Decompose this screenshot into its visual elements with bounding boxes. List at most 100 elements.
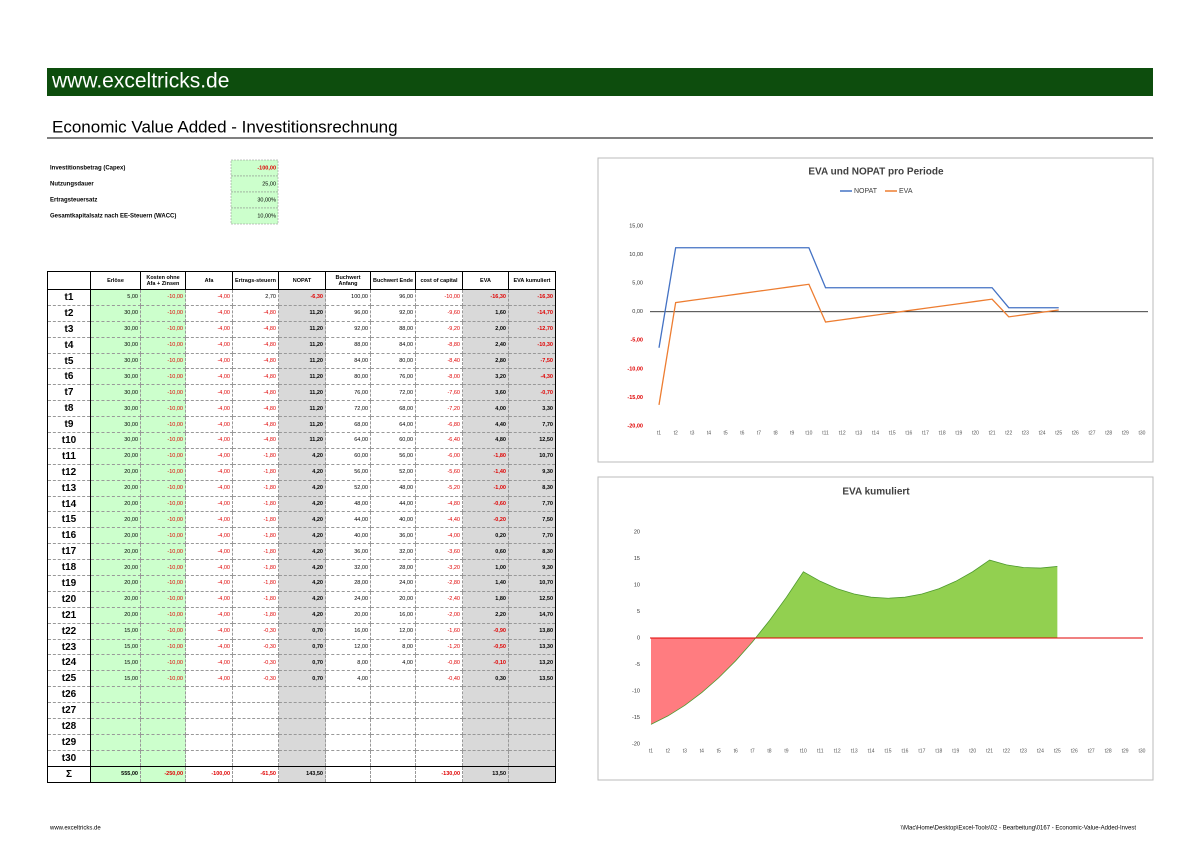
table-cell: -1,80 xyxy=(232,511,279,529)
table-cell: 4,00 xyxy=(370,654,416,672)
table-cell: -4,30 xyxy=(508,368,556,386)
table-cell: 92,00 xyxy=(370,304,416,322)
table-cell: -2,80 xyxy=(415,575,463,592)
table-cell: -4,00 xyxy=(185,479,233,497)
table-cell xyxy=(185,718,233,735)
table-cell: 60,00 xyxy=(325,447,371,465)
table-cell: 4,20 xyxy=(278,590,326,608)
table-cell: 15,00 xyxy=(90,654,141,672)
input-label: Nutzungsdauer xyxy=(50,182,94,188)
x-tick-label: t12 xyxy=(839,430,846,436)
y-tick-label: -20,00 xyxy=(627,423,643,429)
table-cell: 92,00 xyxy=(325,320,371,338)
table-cell: -1,80 xyxy=(232,543,279,561)
table-cell: 20,00 xyxy=(90,543,141,561)
period-cell: t23 xyxy=(47,638,91,656)
x-tick-label: t11 xyxy=(817,748,824,754)
table-cell: -10,00 xyxy=(140,336,186,354)
table-cell: -4,00 xyxy=(185,400,233,418)
table-cell xyxy=(325,749,371,767)
x-tick-label: t26 xyxy=(1072,430,1079,436)
table-cell: -4,80 xyxy=(415,495,463,513)
table-cell: -7,60 xyxy=(415,384,463,402)
table-cell: 8,30 xyxy=(508,543,556,561)
table-cell: -0,30 xyxy=(232,654,279,672)
x-tick-label: t23 xyxy=(1022,430,1029,436)
table-cell: -10,00 xyxy=(140,432,186,449)
table-cell: 13,80 xyxy=(508,622,556,640)
table-cell: 7,70 xyxy=(508,495,556,513)
x-tick-label: t3 xyxy=(690,430,694,436)
table-cell: 20,00 xyxy=(90,590,141,608)
table-cell: 7,70 xyxy=(508,416,556,434)
table-cell: -8,00 xyxy=(415,368,463,386)
input-box xyxy=(230,191,279,209)
input-value: 10,00% xyxy=(257,213,276,219)
table-cell xyxy=(462,702,509,720)
table-cell: 5,00 xyxy=(90,289,141,306)
x-tick-label: t10 xyxy=(800,748,807,754)
x-tick-label: t16 xyxy=(901,748,908,754)
table-cell: 96,00 xyxy=(325,304,371,322)
table-cell xyxy=(325,702,371,720)
table-cell: 15,00 xyxy=(90,622,141,640)
table-row: t5 30,00 -10,00 -4,00 -4,80 11,20 84,00 80,00 -8… xyxy=(47,352,556,370)
header-cell: Kosten ohne Afa + Zinsen xyxy=(140,271,186,290)
table-cell: -1,20 xyxy=(415,638,463,656)
table-cell xyxy=(415,702,463,720)
period-cell: t14 xyxy=(47,495,91,513)
table-row: t3 30,00 -10,00 -4,00 -4,80 11,20 92,00 88,00 -9… xyxy=(47,320,556,338)
table-cell: 9,30 xyxy=(508,463,556,481)
period-cell: t30 xyxy=(47,749,91,767)
table-cell: 4,20 xyxy=(278,479,326,497)
x-tick-label: t28 xyxy=(1105,748,1112,754)
table-row: t29 xyxy=(47,733,556,751)
table-cell: 2,00 xyxy=(462,320,509,338)
table-cell: 24,00 xyxy=(370,575,416,592)
table-cell: -4,00 xyxy=(185,575,233,592)
table-cell: -4,80 xyxy=(232,384,279,402)
x-tick-label: t25 xyxy=(1055,430,1062,436)
table-cell xyxy=(140,718,186,735)
table-cell xyxy=(325,686,371,704)
x-tick-label: t18 xyxy=(939,430,946,436)
input-value: 30,00% xyxy=(257,197,276,203)
table-cell: 84,00 xyxy=(325,352,371,370)
legend-label: EVA xyxy=(899,188,913,195)
input-label: Ertragsteuersatz xyxy=(50,198,97,204)
input-box xyxy=(230,159,279,177)
table-cell xyxy=(370,765,416,783)
table-row: t12 20,00 -10,00 -4,00 -1,80 4,20 56,00 52,00 -5… xyxy=(47,463,556,481)
table-cell: -7,20 xyxy=(415,400,463,418)
table-cell xyxy=(140,702,186,720)
table-cell: -10,00 xyxy=(140,638,186,656)
table-cell: -1,80 xyxy=(462,447,509,465)
table-row: t24 15,00 -10,00 -4,00 -0,30 0,70 8,00 4,00 -0,8… xyxy=(47,654,556,672)
table-cell: 30,00 xyxy=(90,432,141,449)
table-cell: 28,00 xyxy=(325,575,371,592)
period-cell: t27 xyxy=(47,702,91,720)
table-cell xyxy=(325,718,371,735)
x-tick-label: t8 xyxy=(767,748,771,754)
table-cell: -8,40 xyxy=(415,352,463,370)
table-cell: -6,00 xyxy=(415,447,463,465)
x-tick-label: t15 xyxy=(885,748,892,754)
y-tick-label: 0,00 xyxy=(632,309,643,315)
table-cell xyxy=(185,749,233,767)
table-cell: -250,00 xyxy=(140,765,186,783)
x-tick-label: t17 xyxy=(922,430,929,436)
table-cell: 56,00 xyxy=(370,447,416,465)
y-tick-label: 5,00 xyxy=(632,281,643,287)
table-cell xyxy=(508,733,556,751)
table-cell: 1,00 xyxy=(462,559,509,577)
period-cell: Σ xyxy=(47,765,91,783)
table-cell: -9,60 xyxy=(415,304,463,322)
table-cell xyxy=(370,733,416,751)
period-cell: t1 xyxy=(47,289,91,306)
table-cell: 0,70 xyxy=(278,654,326,672)
table-cell: 13,30 xyxy=(508,638,556,656)
table-cell: 16,00 xyxy=(325,622,371,640)
x-tick-label: t21 xyxy=(989,430,996,436)
table-row: t25 15,00 -10,00 -4,00 -0,30 0,70 4,00 -0,40 0,3… xyxy=(47,670,556,688)
table-cell: 12,00 xyxy=(325,638,371,656)
